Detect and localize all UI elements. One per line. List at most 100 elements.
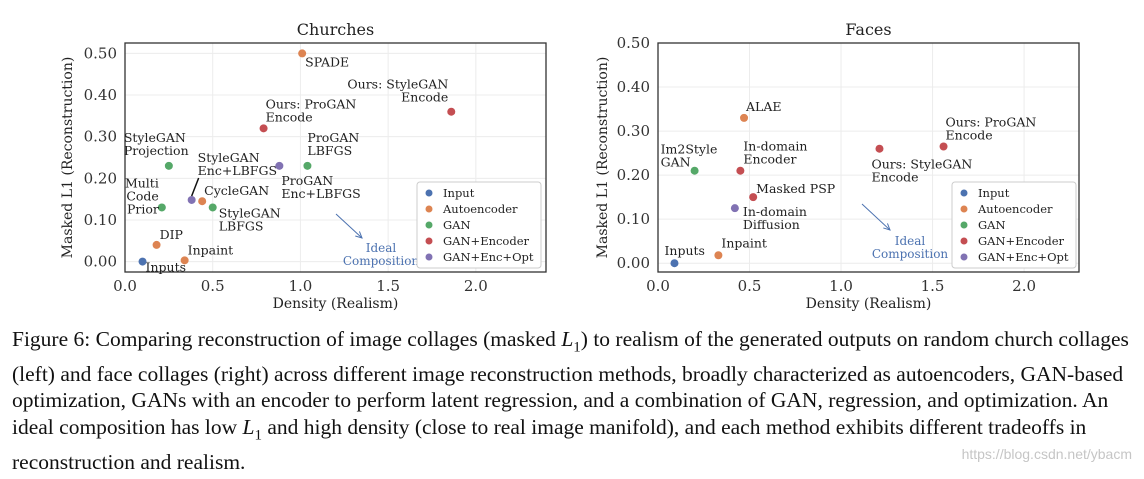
legend-marker (960, 237, 968, 245)
label-leader-line (190, 177, 200, 197)
chart-title: Churches (297, 20, 374, 39)
x-tick-label: 0.0 (113, 277, 137, 295)
data-point (730, 204, 739, 213)
legend-marker (960, 253, 968, 261)
x-tick-label: 0.5 (201, 277, 225, 295)
legend-label: GAN+Enc+Opt (978, 250, 1069, 264)
data-point (736, 166, 745, 175)
data-point (298, 49, 307, 58)
x-tick-label: 1.5 (376, 277, 400, 295)
caption-part3: and high density (close to real image ma… (12, 414, 1087, 474)
y-tick-label: 0.20 (84, 169, 117, 187)
figure-caption: Figure 6: Comparing reconstruction of im… (12, 326, 1134, 475)
point-label: Ours: ProGAN Encode (266, 96, 357, 124)
data-point (740, 113, 749, 122)
point-label: Multi Code Prior (125, 175, 159, 216)
ideal-composition-label: Composition (343, 254, 420, 268)
data-point (259, 124, 268, 133)
caption-part2: ) to realism of the generated outputs on… (12, 327, 1129, 439)
y-tick-label: 0.30 (84, 128, 117, 146)
ideal-arrowhead (883, 223, 891, 231)
caption-math-l1-b: L1 (242, 414, 262, 444)
legend-marker (960, 205, 968, 213)
point-label: DIP (160, 227, 183, 242)
y-tick-label: 0.50 (617, 34, 650, 52)
x-tick-label: 0.0 (646, 277, 670, 295)
legend: Input Autoencoder GAN GAN+Encoder GAN+Enc+Op… (951, 181, 1077, 269)
legend-label: Autoencoder (977, 202, 1053, 216)
legend: Input Autoencoder GAN GAN+Encoder GAN+Enc+Op… (416, 181, 542, 269)
x-tick-label: 2.0 (1012, 277, 1036, 295)
y-tick-label: 0.10 (84, 211, 117, 229)
data-point (714, 251, 723, 260)
point-label: ALAE (745, 99, 781, 114)
y-axis-label: Masked L1 (Reconstruction) (60, 57, 76, 259)
point-label: In-domain Diffusion (743, 204, 807, 232)
data-point (138, 257, 147, 266)
legend-marker (960, 221, 968, 229)
legend-marker (425, 253, 433, 261)
chart-title: Faces (845, 20, 891, 39)
point-label: Inpaint (721, 235, 767, 250)
data-point (447, 107, 456, 116)
point-label: SPADE (305, 54, 349, 69)
ideal-composition-label: Ideal (366, 241, 397, 255)
point-label: StyleGAN LBFGS (219, 205, 281, 233)
legend-marker (425, 237, 433, 245)
legend-label: GAN (978, 218, 1006, 232)
legend-label: GAN (443, 218, 471, 232)
point-label: Inputs (146, 260, 186, 275)
data-point (690, 166, 699, 175)
caption-math-l1-a: L1 (561, 327, 581, 356)
ideal-arrow (861, 203, 891, 231)
data-point (180, 256, 189, 265)
data-point (164, 161, 173, 170)
x-tick-label: 1.0 (829, 277, 853, 295)
y-tick-label: 0.10 (617, 210, 650, 228)
data-point (749, 193, 758, 202)
legend-marker (425, 205, 433, 213)
chart-churches: 0.0 0.5 1.0 1.5 2.0 0.00 0.10 0.20 0.30 0.40 0.50 C… (60, 20, 547, 312)
point-label: Inpaint (188, 242, 234, 257)
point-label: In-domain Encoder (743, 139, 807, 167)
point-label: StyleGAN Projection (124, 130, 189, 158)
legend-label: GAN+Encoder (443, 234, 530, 248)
ideal-composition-label: Ideal (895, 234, 926, 248)
x-tick-label: 0.5 (738, 277, 762, 295)
legend-marker (425, 221, 433, 229)
watermark: https://blog.csdn.net/ybacm (961, 446, 1132, 462)
y-axis-label: Masked L1 (Reconstruction) (595, 57, 611, 259)
data-point (670, 259, 679, 268)
x-axis-label: Density (Realism) (273, 296, 399, 312)
caption-part1: Comparing reconstruction of image collag… (95, 327, 556, 351)
ideal-composition-label: Composition (872, 247, 949, 261)
point-label: Ours: StyleGAN Encode (871, 157, 972, 185)
data-point (198, 197, 207, 206)
point-label: Im2Style GAN (661, 142, 718, 170)
x-tick-label: 1.5 (921, 277, 945, 295)
y-tick-label: 0.40 (617, 78, 650, 96)
ideal-arrowhead (355, 231, 363, 239)
point-label: Inputs (664, 243, 704, 258)
legend-marker (425, 189, 433, 197)
y-tick-label: 0.50 (84, 44, 117, 62)
chart-faces: 0.0 0.5 1.0 1.5 2.0 0.00 0.10 0.20 0.30 0.40 0.50 F… (595, 20, 1080, 312)
y-tick-label: 0.00 (84, 253, 117, 271)
data-point (875, 144, 884, 153)
point-label: StyleGAN Enc+LBFGS (198, 150, 277, 178)
data-point (303, 161, 312, 170)
point-label: Masked PSP (756, 181, 835, 196)
y-tick-label: 0.30 (617, 122, 650, 140)
data-point (157, 203, 166, 212)
y-tick-label: 0.20 (617, 166, 650, 184)
point-label: CycleGAN (204, 183, 269, 198)
legend-marker (960, 189, 968, 197)
caption-lead: Figure 6: (12, 327, 91, 351)
plot-frame (657, 42, 1080, 273)
plot-frame (124, 42, 547, 273)
legend-label: Autoencoder (442, 202, 518, 216)
x-axis-label: Density (Realism) (806, 296, 932, 312)
legend-label: GAN+Encoder (978, 234, 1065, 248)
data-point (939, 142, 948, 151)
